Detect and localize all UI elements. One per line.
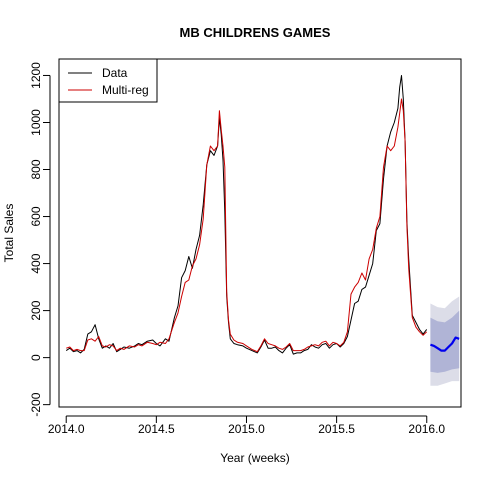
x-axis: 2014.0 2014.5 2015.0 2015.5 2016.0 <box>48 416 446 436</box>
plot-frame <box>59 59 461 407</box>
x-tick-label: 2014.0 <box>48 422 85 436</box>
y-axis-label: Total Sales <box>2 204 16 263</box>
chart-title: MB CHILDRENS GAMES <box>180 25 331 40</box>
x-tick-label: 2015.0 <box>228 422 265 436</box>
y-tick-label: 1000 <box>29 109 43 136</box>
y-tick-label: 0 <box>29 354 43 361</box>
x-axis-label: Year (weeks) <box>220 451 290 465</box>
series-lines <box>66 76 459 355</box>
y-tick-label: 800 <box>29 159 43 179</box>
forecast-bands <box>430 297 459 386</box>
legend-label-multi-reg: Multi-reg <box>102 83 149 97</box>
y-tick-label: 600 <box>29 206 43 226</box>
x-tick-label: 2014.5 <box>138 422 175 436</box>
x-tick-label: 2015.5 <box>318 422 355 436</box>
y-tick-label: 200 <box>29 300 43 320</box>
x-tick-label: 2016.0 <box>408 422 445 436</box>
y-tick-label: 400 <box>29 253 43 273</box>
series-line-data <box>66 76 427 355</box>
y-axis: -200 0 200 400 600 800 1000 1200 <box>29 62 50 417</box>
legend: Data Multi-reg <box>59 59 157 102</box>
legend-label-data: Data <box>102 66 128 80</box>
y-tick-label: 1200 <box>29 62 43 89</box>
series-line-multi-reg <box>66 99 427 352</box>
y-tick-label: -200 <box>29 392 43 416</box>
